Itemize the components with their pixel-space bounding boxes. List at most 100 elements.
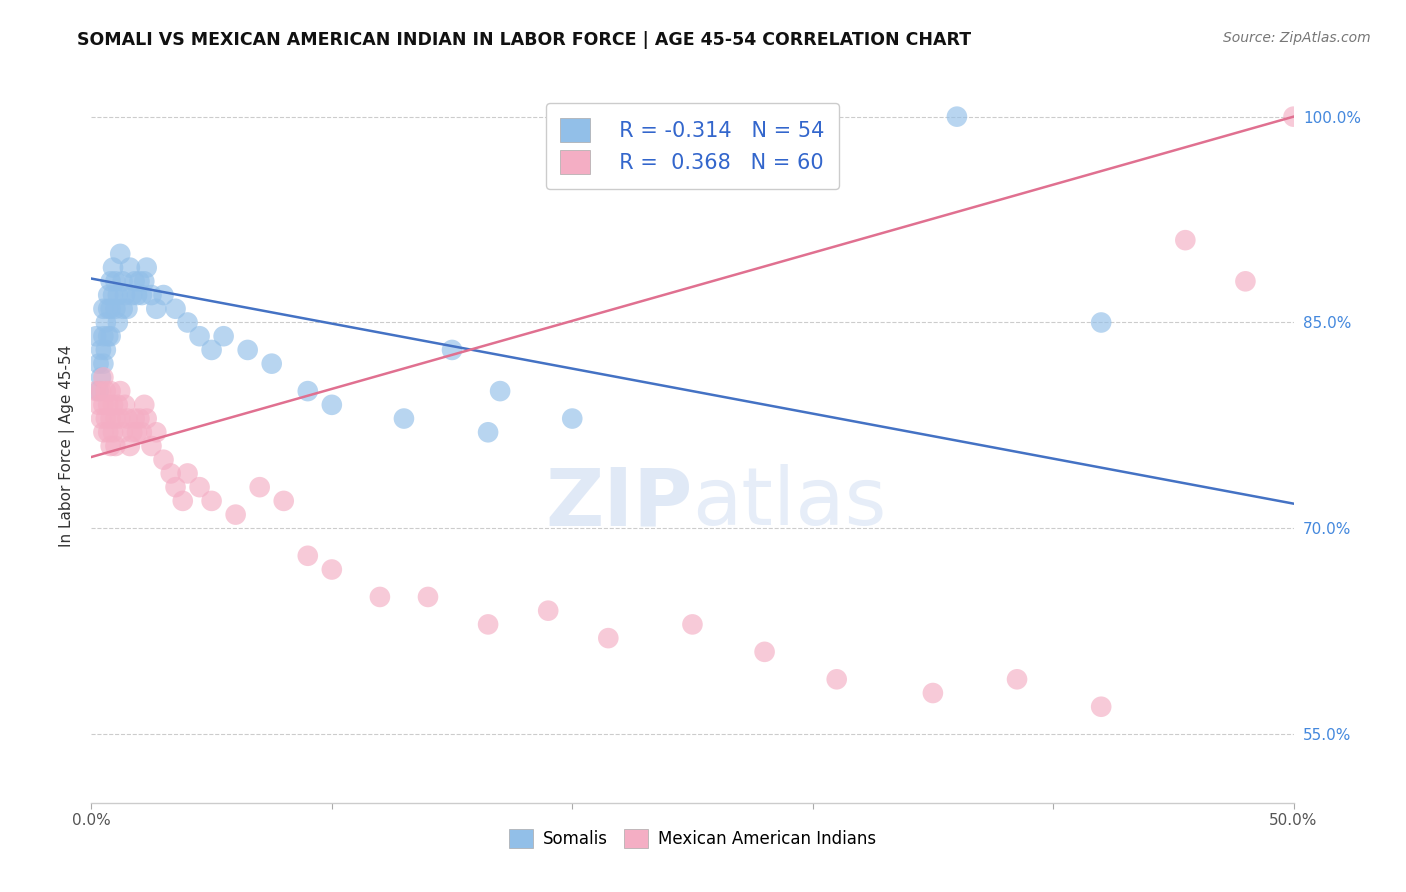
Point — [104, 301, 127, 316]
Point — [111, 301, 134, 316]
Point — [297, 384, 319, 398]
Point — [1234, 274, 1257, 288]
Point — [100, 329, 122, 343]
Point — [90, 343, 112, 357]
Point — [1174, 233, 1197, 247]
Point — [101, 425, 124, 440]
Point — [260, 357, 283, 371]
Point — [97, 329, 120, 343]
Point — [145, 425, 167, 440]
Point — [107, 288, 129, 302]
Point — [117, 301, 139, 316]
Point — [321, 398, 343, 412]
Point — [134, 274, 156, 288]
Point — [477, 617, 499, 632]
Point — [97, 425, 120, 440]
Legend: Somalis, Mexican American Indians: Somalis, Mexican American Indians — [502, 822, 883, 855]
Point — [93, 301, 115, 316]
Point — [135, 260, 157, 275]
Point — [90, 384, 112, 398]
Point — [141, 439, 163, 453]
Point — [561, 411, 583, 425]
Point — [93, 329, 115, 343]
Point — [101, 288, 124, 302]
Point — [93, 425, 115, 440]
Point — [145, 301, 167, 316]
Point — [946, 110, 969, 124]
Point — [201, 343, 224, 357]
Point — [101, 398, 124, 412]
Point — [134, 398, 156, 412]
Point — [93, 398, 115, 412]
Point — [176, 316, 198, 330]
Point — [416, 590, 439, 604]
Point — [754, 645, 776, 659]
Point — [201, 494, 224, 508]
Point — [1090, 699, 1112, 714]
Point — [188, 329, 211, 343]
Point — [236, 343, 259, 357]
Point — [121, 425, 143, 440]
Point — [114, 398, 136, 412]
Point — [94, 343, 117, 357]
Point — [598, 631, 620, 645]
Point — [477, 425, 499, 440]
Point — [111, 274, 134, 288]
Point — [107, 398, 129, 412]
Point — [1090, 316, 1112, 330]
Point — [93, 357, 115, 371]
Text: SOMALI VS MEXICAN AMERICAN INDIAN IN LABOR FORCE | AGE 45-54 CORRELATION CHART: SOMALI VS MEXICAN AMERICAN INDIAN IN LAB… — [77, 31, 972, 49]
Point — [100, 301, 122, 316]
Point — [97, 288, 120, 302]
Y-axis label: In Labor Force | Age 45-54: In Labor Force | Age 45-54 — [59, 345, 75, 547]
Point — [249, 480, 271, 494]
Point — [392, 411, 415, 425]
Point — [90, 411, 112, 425]
Point — [135, 411, 157, 425]
Point — [537, 604, 560, 618]
Point — [131, 288, 153, 302]
Point — [94, 384, 117, 398]
Point — [87, 357, 110, 371]
Point — [188, 480, 211, 494]
Point — [94, 316, 117, 330]
Point — [104, 439, 127, 453]
Point — [100, 384, 122, 398]
Point — [152, 452, 174, 467]
Point — [84, 384, 107, 398]
Point — [152, 288, 174, 302]
Point — [297, 549, 319, 563]
Point — [87, 384, 110, 398]
Point — [90, 370, 112, 384]
Text: Source: ZipAtlas.com: Source: ZipAtlas.com — [1223, 31, 1371, 45]
Point — [1005, 673, 1028, 687]
Point — [922, 686, 945, 700]
Point — [97, 301, 120, 316]
Point — [97, 398, 120, 412]
Point — [489, 384, 512, 398]
Point — [118, 260, 141, 275]
Point — [125, 288, 148, 302]
Point — [94, 411, 117, 425]
Point — [176, 467, 198, 481]
Point — [172, 494, 194, 508]
Text: ZIP: ZIP — [546, 464, 692, 542]
Point — [117, 411, 139, 425]
Point — [110, 247, 132, 261]
Point — [440, 343, 463, 357]
Point — [84, 329, 107, 343]
Point — [128, 411, 150, 425]
Point — [321, 562, 343, 576]
Point — [273, 494, 295, 508]
Point — [110, 411, 132, 425]
Point — [128, 274, 150, 288]
Point — [107, 316, 129, 330]
Text: atlas: atlas — [692, 464, 887, 542]
Point — [1282, 110, 1305, 124]
Point — [100, 439, 122, 453]
Point — [368, 590, 391, 604]
Point — [110, 384, 132, 398]
Point — [87, 398, 110, 412]
Point — [121, 288, 143, 302]
Point — [104, 274, 127, 288]
